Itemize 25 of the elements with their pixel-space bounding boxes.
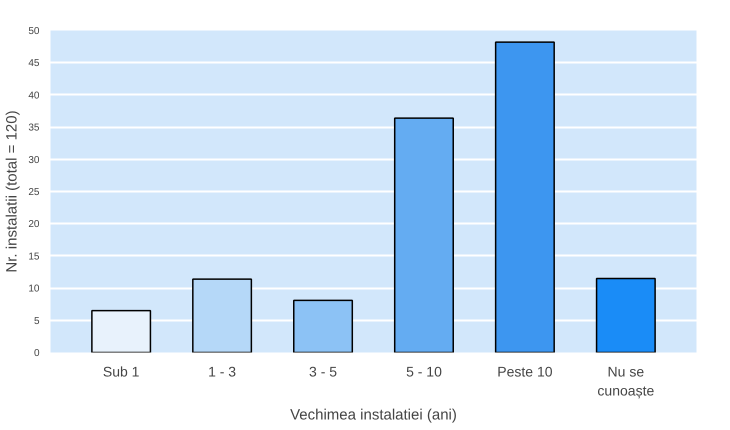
y-tick-label: 10 (28, 284, 40, 295)
y-tick-label: 50 (28, 26, 40, 37)
y-tick-label: 5 (34, 316, 40, 327)
x-tick-label: Sub 1 (102, 364, 140, 380)
y-tick-label: 0 (34, 348, 40, 359)
x-tick-label: 1 - 3 (208, 364, 236, 380)
y-tick-label: 35 (28, 122, 40, 134)
x-tick-label: 3 - 5 (309, 364, 338, 380)
y-tick-label: 15 (28, 251, 40, 262)
x-tick-label: 5 - 10 (406, 364, 442, 380)
y-tick-label: 40 (28, 90, 40, 102)
y-axis-title: Nr. instalatii (total = 120) (3, 110, 20, 273)
bar (293, 300, 354, 352)
bar (394, 117, 454, 352)
bar (192, 278, 252, 352)
x-axis-title: Vechimea instalatiei (ani) (290, 406, 457, 424)
x-tick-label: Nu se cunoaște (597, 364, 654, 399)
bar (494, 41, 555, 352)
y-tick-label: 25 (28, 187, 40, 198)
y-tick-label: 30 (28, 154, 40, 166)
y-tick-label: 45 (28, 58, 40, 70)
bar (596, 278, 656, 352)
x-tick-label: Peste 10 (497, 364, 553, 380)
bar (91, 310, 152, 352)
y-tick-label: 20 (28, 219, 40, 230)
